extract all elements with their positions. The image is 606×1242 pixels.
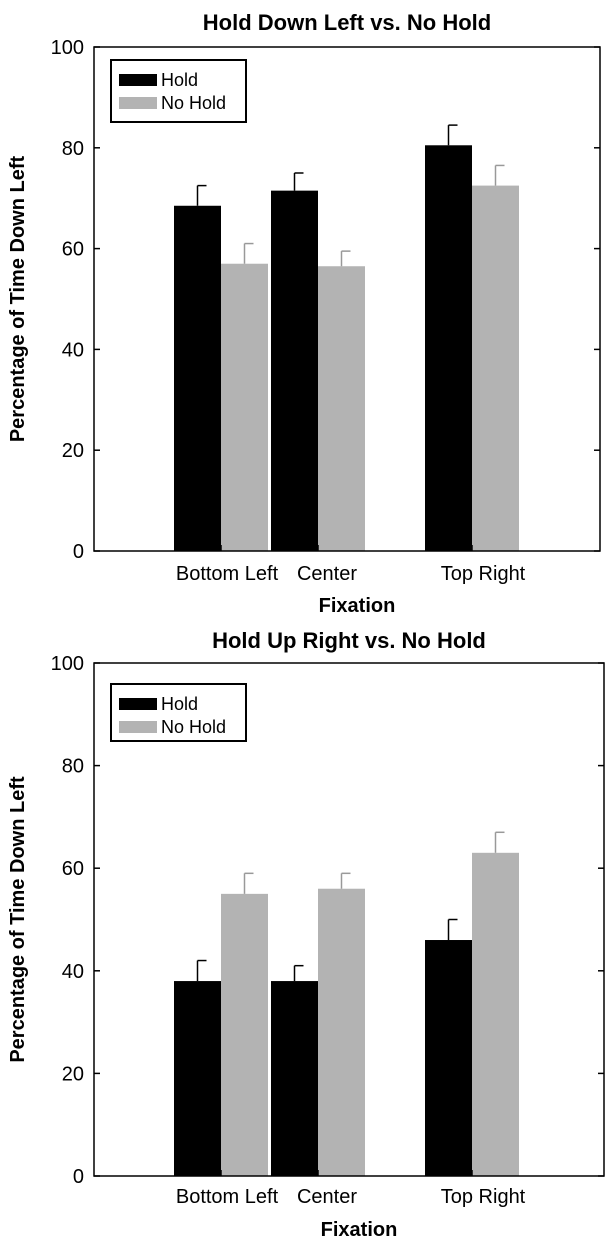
chart-title: Hold Down Left vs. No Hold — [203, 10, 491, 35]
legend-swatch-hold — [119, 698, 157, 710]
y-tick-label: 40 — [62, 961, 84, 983]
bar-no-hold-2 — [472, 185, 519, 551]
plot-frame — [93, 662, 605, 1177]
bar-no-hold-0 — [221, 893, 268, 1176]
legend-box — [110, 59, 247, 123]
legend-swatch-no-hold — [119, 721, 157, 733]
bar-no-hold-1 — [318, 888, 365, 1176]
bar-no-hold-0 — [221, 263, 268, 551]
x-axis-label: Fixation — [321, 1219, 398, 1241]
y-axis-label: Percentage of Time Down Left — [7, 155, 29, 442]
bar-no-hold-2 — [472, 852, 519, 1176]
y-tick-label: 40 — [62, 339, 84, 361]
y-tick-label: 0 — [73, 541, 84, 563]
x-tick-label: Top Right — [441, 563, 526, 585]
bar-hold-0 — [174, 981, 221, 1176]
bar-hold-1 — [271, 190, 318, 551]
legend-swatch-hold — [119, 74, 157, 86]
x-tick-label: Center — [297, 1186, 357, 1208]
y-tick-label: 100 — [51, 37, 84, 59]
y-tick-label: 80 — [62, 756, 84, 778]
bar-hold-2 — [425, 145, 472, 551]
bar-no-hold-1 — [318, 266, 365, 551]
y-tick-label: 20 — [62, 1063, 84, 1085]
legend-label-no-hold: No Hold — [161, 717, 226, 737]
chart-title: Hold Up Right vs. No Hold — [212, 628, 486, 653]
chart-panel-top: Hold Down Left vs. No Hold 0 20 40 60 80 100 Bo… — [7, 10, 601, 617]
x-tick-label: Top Right — [441, 1186, 526, 1208]
bar-hold-0 — [174, 205, 221, 551]
legend-swatch-no-hold — [119, 97, 157, 109]
bar-hold-1 — [271, 981, 318, 1176]
plot-frame — [93, 46, 601, 552]
chart-panel-bottom: Hold Up Right vs. No Hold 0 20 40 60 80 100 Bot… — [7, 628, 605, 1241]
y-axis-label: Percentage of Time Down Left — [7, 776, 29, 1063]
y-tick-label: 20 — [62, 440, 84, 462]
legend-label-hold: Hold — [161, 70, 198, 90]
y-tick-label: 80 — [62, 138, 84, 160]
y-tick-label: 100 — [51, 653, 84, 675]
bar-hold-2 — [425, 940, 472, 1176]
x-tick-label: Bottom Left — [176, 1186, 279, 1208]
x-axis-label: Fixation — [319, 595, 396, 617]
legend-label-hold: Hold — [161, 694, 198, 714]
x-tick-label: Center — [297, 563, 357, 585]
y-tick-label: 60 — [62, 858, 84, 880]
legend-label-no-hold: No Hold — [161, 93, 226, 113]
y-tick-label: 0 — [73, 1166, 84, 1188]
x-tick-label: Bottom Left — [176, 563, 279, 585]
y-tick-label: 60 — [62, 239, 84, 261]
